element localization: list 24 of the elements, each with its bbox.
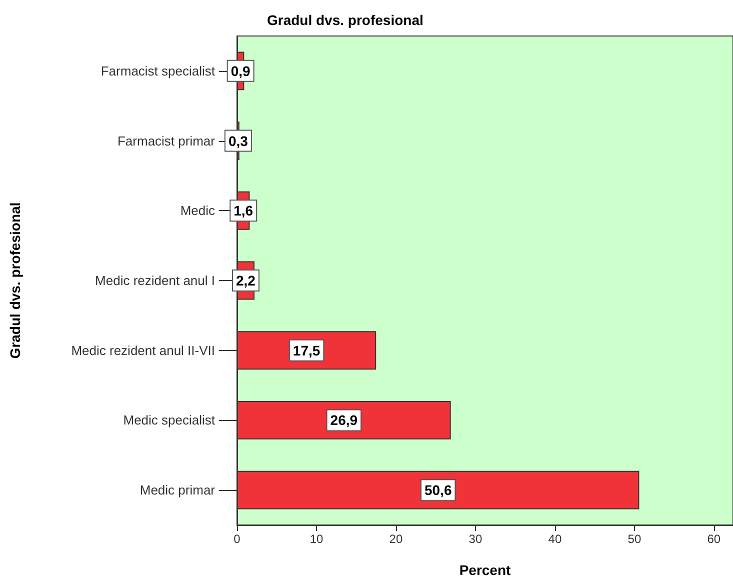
x-tick-label: 0 (234, 532, 241, 546)
x-tick-label: 50 (628, 532, 642, 546)
y-tick-label: Medic (180, 203, 216, 218)
x-tick-label: 20 (389, 532, 403, 546)
x-tick-label: 60 (707, 532, 721, 546)
data-label: 50,6 (424, 482, 452, 498)
data-label: 0,3 (228, 132, 248, 149)
y-axis-title: Gradul dvs. profesional (7, 202, 23, 359)
x-tick-label: 10 (310, 532, 324, 546)
y-tick-label: Farmacist specialist (100, 63, 216, 78)
chart-title: Gradul dvs. profesional (267, 12, 424, 28)
data-label: 26,9 (330, 412, 358, 428)
y-tick-label: Medic rezident anul II-VII (71, 342, 215, 358)
y-tick-label: Farmacist primar (117, 133, 216, 148)
y-tick-label: Medic primar (140, 482, 216, 498)
x-tick-label: 30 (468, 532, 482, 546)
data-label: 2,2 (236, 272, 256, 288)
data-label: 0,9 (230, 62, 251, 79)
data-label: 1,6 (234, 202, 254, 219)
x-axis-title: Percent (459, 562, 512, 578)
y-tick-label: Medic rezident anul I (95, 273, 215, 288)
data-label: 17,5 (292, 342, 320, 358)
y-tick-label: Medic specialist (123, 412, 216, 428)
x-tick-label: 40 (548, 532, 562, 546)
